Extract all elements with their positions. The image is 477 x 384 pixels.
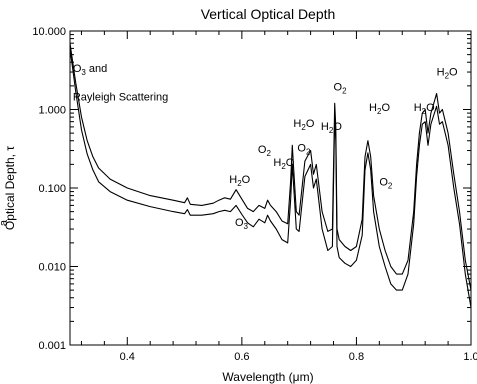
annotation-label: O2	[258, 144, 272, 158]
y-tick-label: 0.001	[38, 340, 66, 352]
y-tick-label: 0.010	[38, 262, 66, 274]
annotation-label: H2O	[369, 102, 390, 116]
annotation-label: H2O	[437, 67, 458, 81]
annotation-label: H2O	[229, 174, 250, 188]
annotation-label: O2	[334, 81, 348, 95]
x-tick-label: 0.4	[120, 351, 135, 363]
plot-frame	[69, 30, 472, 346]
annotation-label: O2	[379, 176, 393, 190]
series-line-2	[69, 48, 472, 308]
annotation-label: O2	[297, 143, 311, 157]
annotation-label: H2O	[273, 157, 294, 171]
x-axis-label: Wavelength (μm)	[222, 370, 313, 384]
annotation-label: O3	[235, 217, 249, 231]
y-axis-label-prefix: a	[0, 219, 10, 226]
annotation-label: O3 and	[73, 63, 107, 77]
y-axis-label: Optical Depth, τ	[3, 146, 17, 230]
x-tick-label: 0.8	[349, 351, 364, 363]
series-line-1	[69, 43, 472, 291]
annotation-label: H2O	[293, 118, 314, 132]
annotation-label: H2O	[321, 121, 342, 135]
x-tick-label: 1.0	[463, 351, 477, 363]
y-tick-label: 10.000	[32, 26, 66, 38]
annotation-label: Rayleigh Scattering	[73, 92, 168, 104]
x-tick-label: 0.6	[234, 351, 249, 363]
y-tick-label: 1.000	[38, 105, 66, 117]
y-tick-label: 0.100	[38, 183, 66, 195]
annotation-label: H2O	[414, 102, 435, 116]
chart-title: Vertical Optical Depth	[201, 6, 336, 22]
